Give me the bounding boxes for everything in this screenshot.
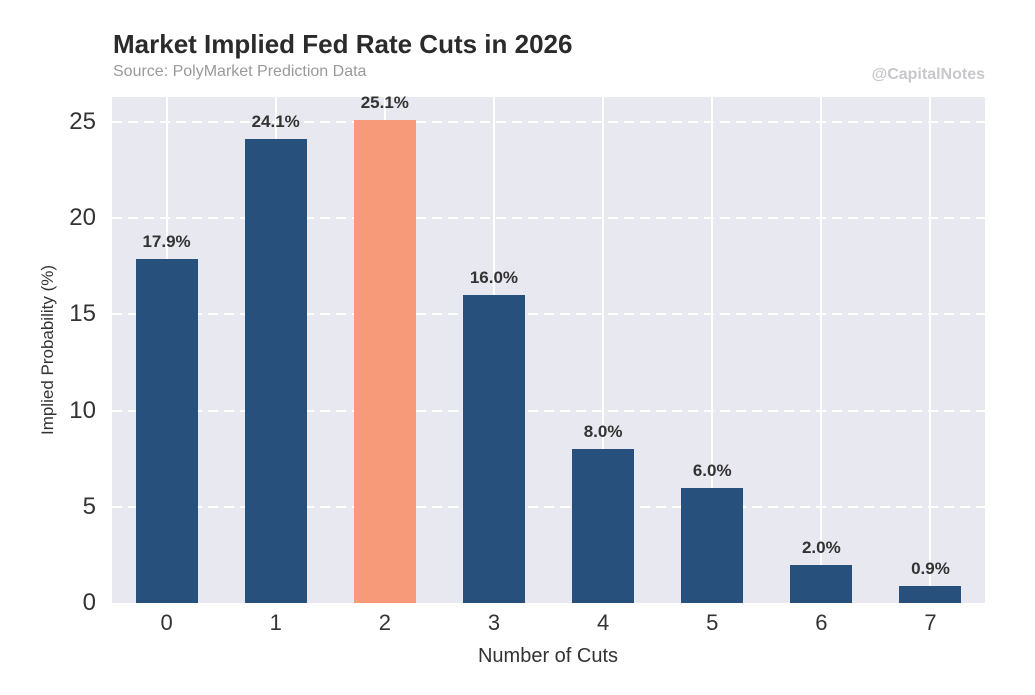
x-tick-label-5: 5: [706, 610, 719, 635]
bar-value-label-2: 25.1%: [360, 93, 409, 113]
y-tick-label-25: 25: [69, 108, 96, 136]
bar-6: [790, 564, 853, 603]
gridline-x-5: [711, 97, 714, 603]
gridline-y-25: [112, 121, 985, 124]
bar-value-label-5: 6.0%: [692, 460, 732, 480]
gridline-x-6: [820, 97, 823, 603]
bar-value-label-3: 16.0%: [469, 268, 519, 288]
bar-value-label-7: 0.9%: [911, 558, 950, 578]
y-tick-label-15: 15: [69, 300, 96, 328]
bar-4: [572, 449, 635, 603]
x-tick-label-2: 2: [378, 610, 391, 635]
bar-2: [353, 120, 416, 603]
chart-title: Market Implied Fed Rate Cuts in 2026: [113, 29, 573, 59]
y-tick-label-10: 10: [69, 396, 96, 424]
bar-0: [135, 258, 198, 603]
bar-1: [244, 139, 307, 603]
gridline-y-20: [112, 217, 985, 220]
plot-area: 0 5 10 15 20 25 17.9% 0 24.1% 1 25.1% 2 16.0% 3 8.0% 4 6…: [69, 93, 985, 634]
bar-5: [681, 487, 744, 603]
gridline-y-15: [112, 313, 985, 316]
bar-value-label-6: 2.0%: [801, 537, 841, 557]
x-tick-label-1: 1: [269, 610, 282, 635]
gridline-y-5: [112, 505, 985, 508]
gridline-x-4: [602, 97, 605, 603]
gridline-y-10: [112, 409, 985, 412]
x-tick-label-6: 6: [815, 610, 828, 635]
x-tick-label-4: 4: [596, 610, 610, 635]
bar-value-label-4: 8.0%: [583, 422, 623, 442]
bar-7: [899, 585, 962, 603]
y-axis-label: Implied Probability (%): [38, 264, 57, 436]
x-tick-label-0: 0: [160, 610, 173, 635]
bar-3: [462, 295, 525, 603]
x-tick-label-3: 3: [487, 610, 501, 635]
watermark: @CapitalNotes: [871, 66, 985, 83]
y-tick-label-5: 5: [82, 492, 96, 520]
gridline-x-7: [929, 97, 932, 603]
y-tick-label-20: 20: [69, 204, 96, 232]
chart-subtitle: Source: PolyMarket Prediction Data: [113, 63, 367, 80]
x-tick-label-7: 7: [924, 610, 937, 635]
bar-value-label-1: 24.1%: [251, 112, 300, 132]
bar-value-label-0: 17.9%: [142, 231, 191, 251]
y-tick-label-0: 0: [82, 589, 96, 616]
x-axis-label: Number of Cuts: [477, 645, 619, 667]
